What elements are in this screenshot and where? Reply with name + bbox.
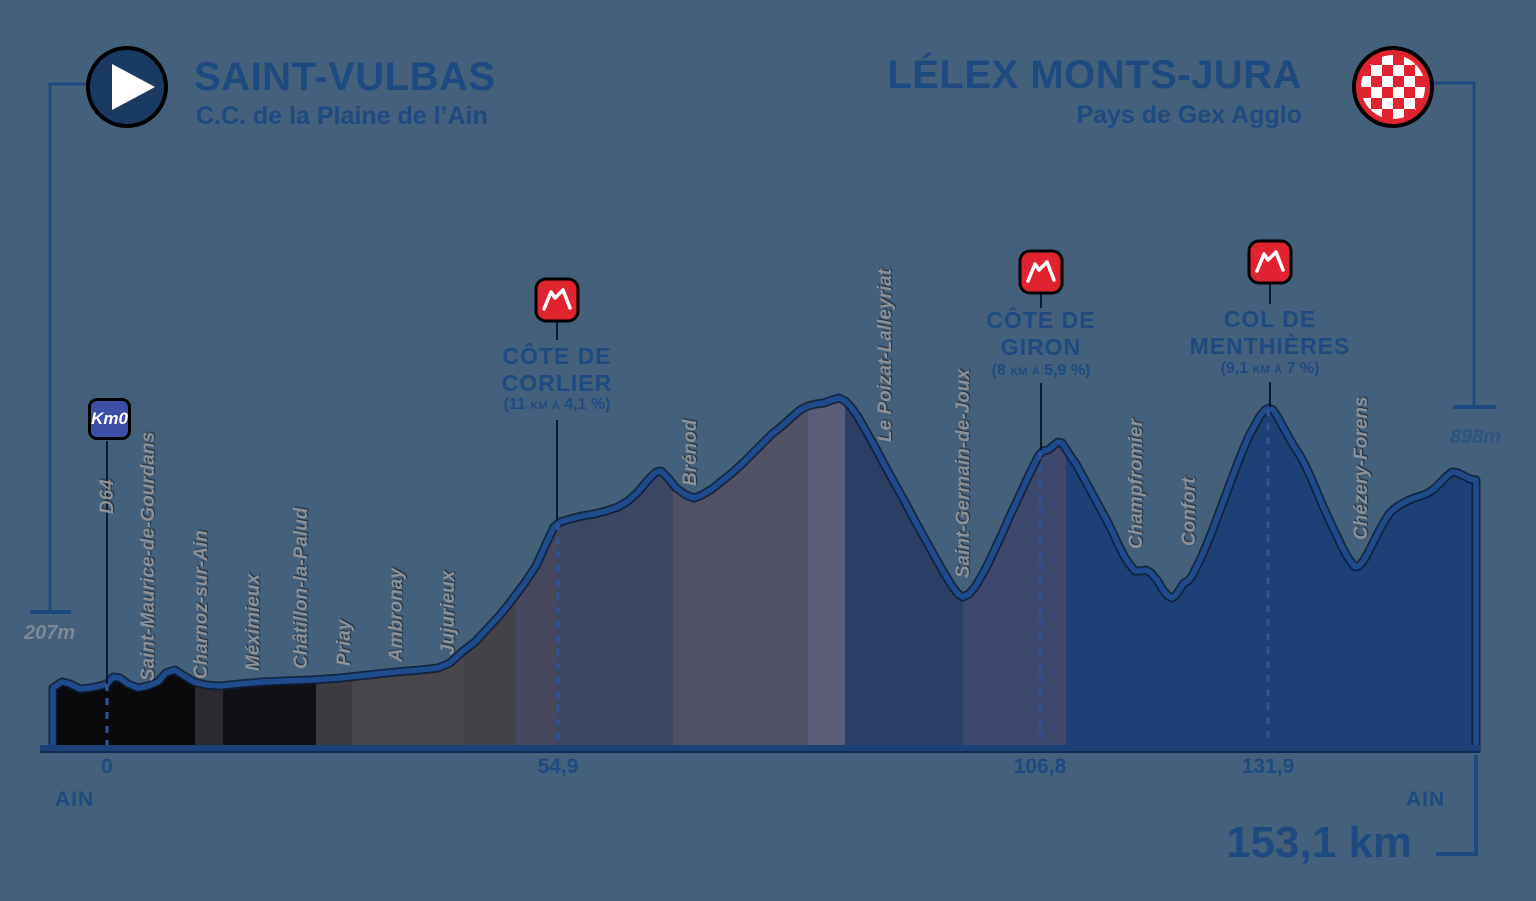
climb-name: CÔTE DE GIRON <box>986 307 1096 360</box>
start-town-title: SAINT-VULBAS <box>194 55 496 99</box>
town-label: Saint-Maurice-de-Gourdans <box>138 431 159 681</box>
department-label-right: AIN <box>1406 788 1446 811</box>
town-label: Ambronay <box>386 568 407 662</box>
finish-checkered-flag-circle-icon <box>1350 44 1436 135</box>
km-tick-label: 106,8 <box>1013 755 1067 778</box>
town-label: Méximieux <box>243 573 264 671</box>
climb-spec: (8 km à 5,9 %) <box>991 362 1091 379</box>
finish-town-subtitle: Pays de Gex Agglo <box>1076 101 1302 129</box>
finish-town-title: LÉLEX MONTS-JURA <box>887 53 1302 97</box>
climb-mountain-badge-icon <box>1018 249 1064 295</box>
km-tick-label: 54,9 <box>537 755 579 778</box>
town-label: Châtillon-la-Palud <box>291 507 312 670</box>
km-tick-label: 131,9 <box>1241 755 1295 778</box>
climb-mountain-badge-icon <box>1247 239 1293 285</box>
town-label: Priay <box>334 619 355 666</box>
km-tick-label: 0 <box>101 755 113 778</box>
climb-spec: (9,1 km à 7 %) <box>1220 360 1320 377</box>
town-label: Saint-Germain-de-Joux <box>953 368 974 578</box>
department-label-left: AIN <box>55 788 95 811</box>
start-play-circle-icon <box>84 44 170 135</box>
start-town-subtitle: C.C. de la Plaine de l’Ain <box>196 102 488 130</box>
start-elevation-label: 207m <box>24 622 76 644</box>
climb-name: COL DE MENTHIÈRES <box>1189 306 1351 359</box>
town-label: Jujurieux <box>438 570 459 655</box>
km0-badge: Km0 <box>88 398 131 440</box>
climb-mountain-badge-icon <box>534 277 580 323</box>
town-label: Le Poizat-Lalleyriat <box>875 268 896 442</box>
town-label: Champfromier <box>1126 419 1147 549</box>
town-label: Confort <box>1179 477 1200 546</box>
climb-spec: (11 km à 4,1 %) <box>503 396 611 413</box>
total-distance-label: 153,1 km <box>1226 818 1412 867</box>
town-label: D64 <box>97 479 118 514</box>
finish-elevation-label: 898m <box>1450 426 1502 448</box>
town-label: Brénod <box>680 419 701 487</box>
town-label: Chézery-Forens <box>1351 396 1372 540</box>
town-label: Charnoz-sur-Ain <box>191 530 212 679</box>
climb-name: CÔTE DE CORLIER <box>501 343 613 396</box>
